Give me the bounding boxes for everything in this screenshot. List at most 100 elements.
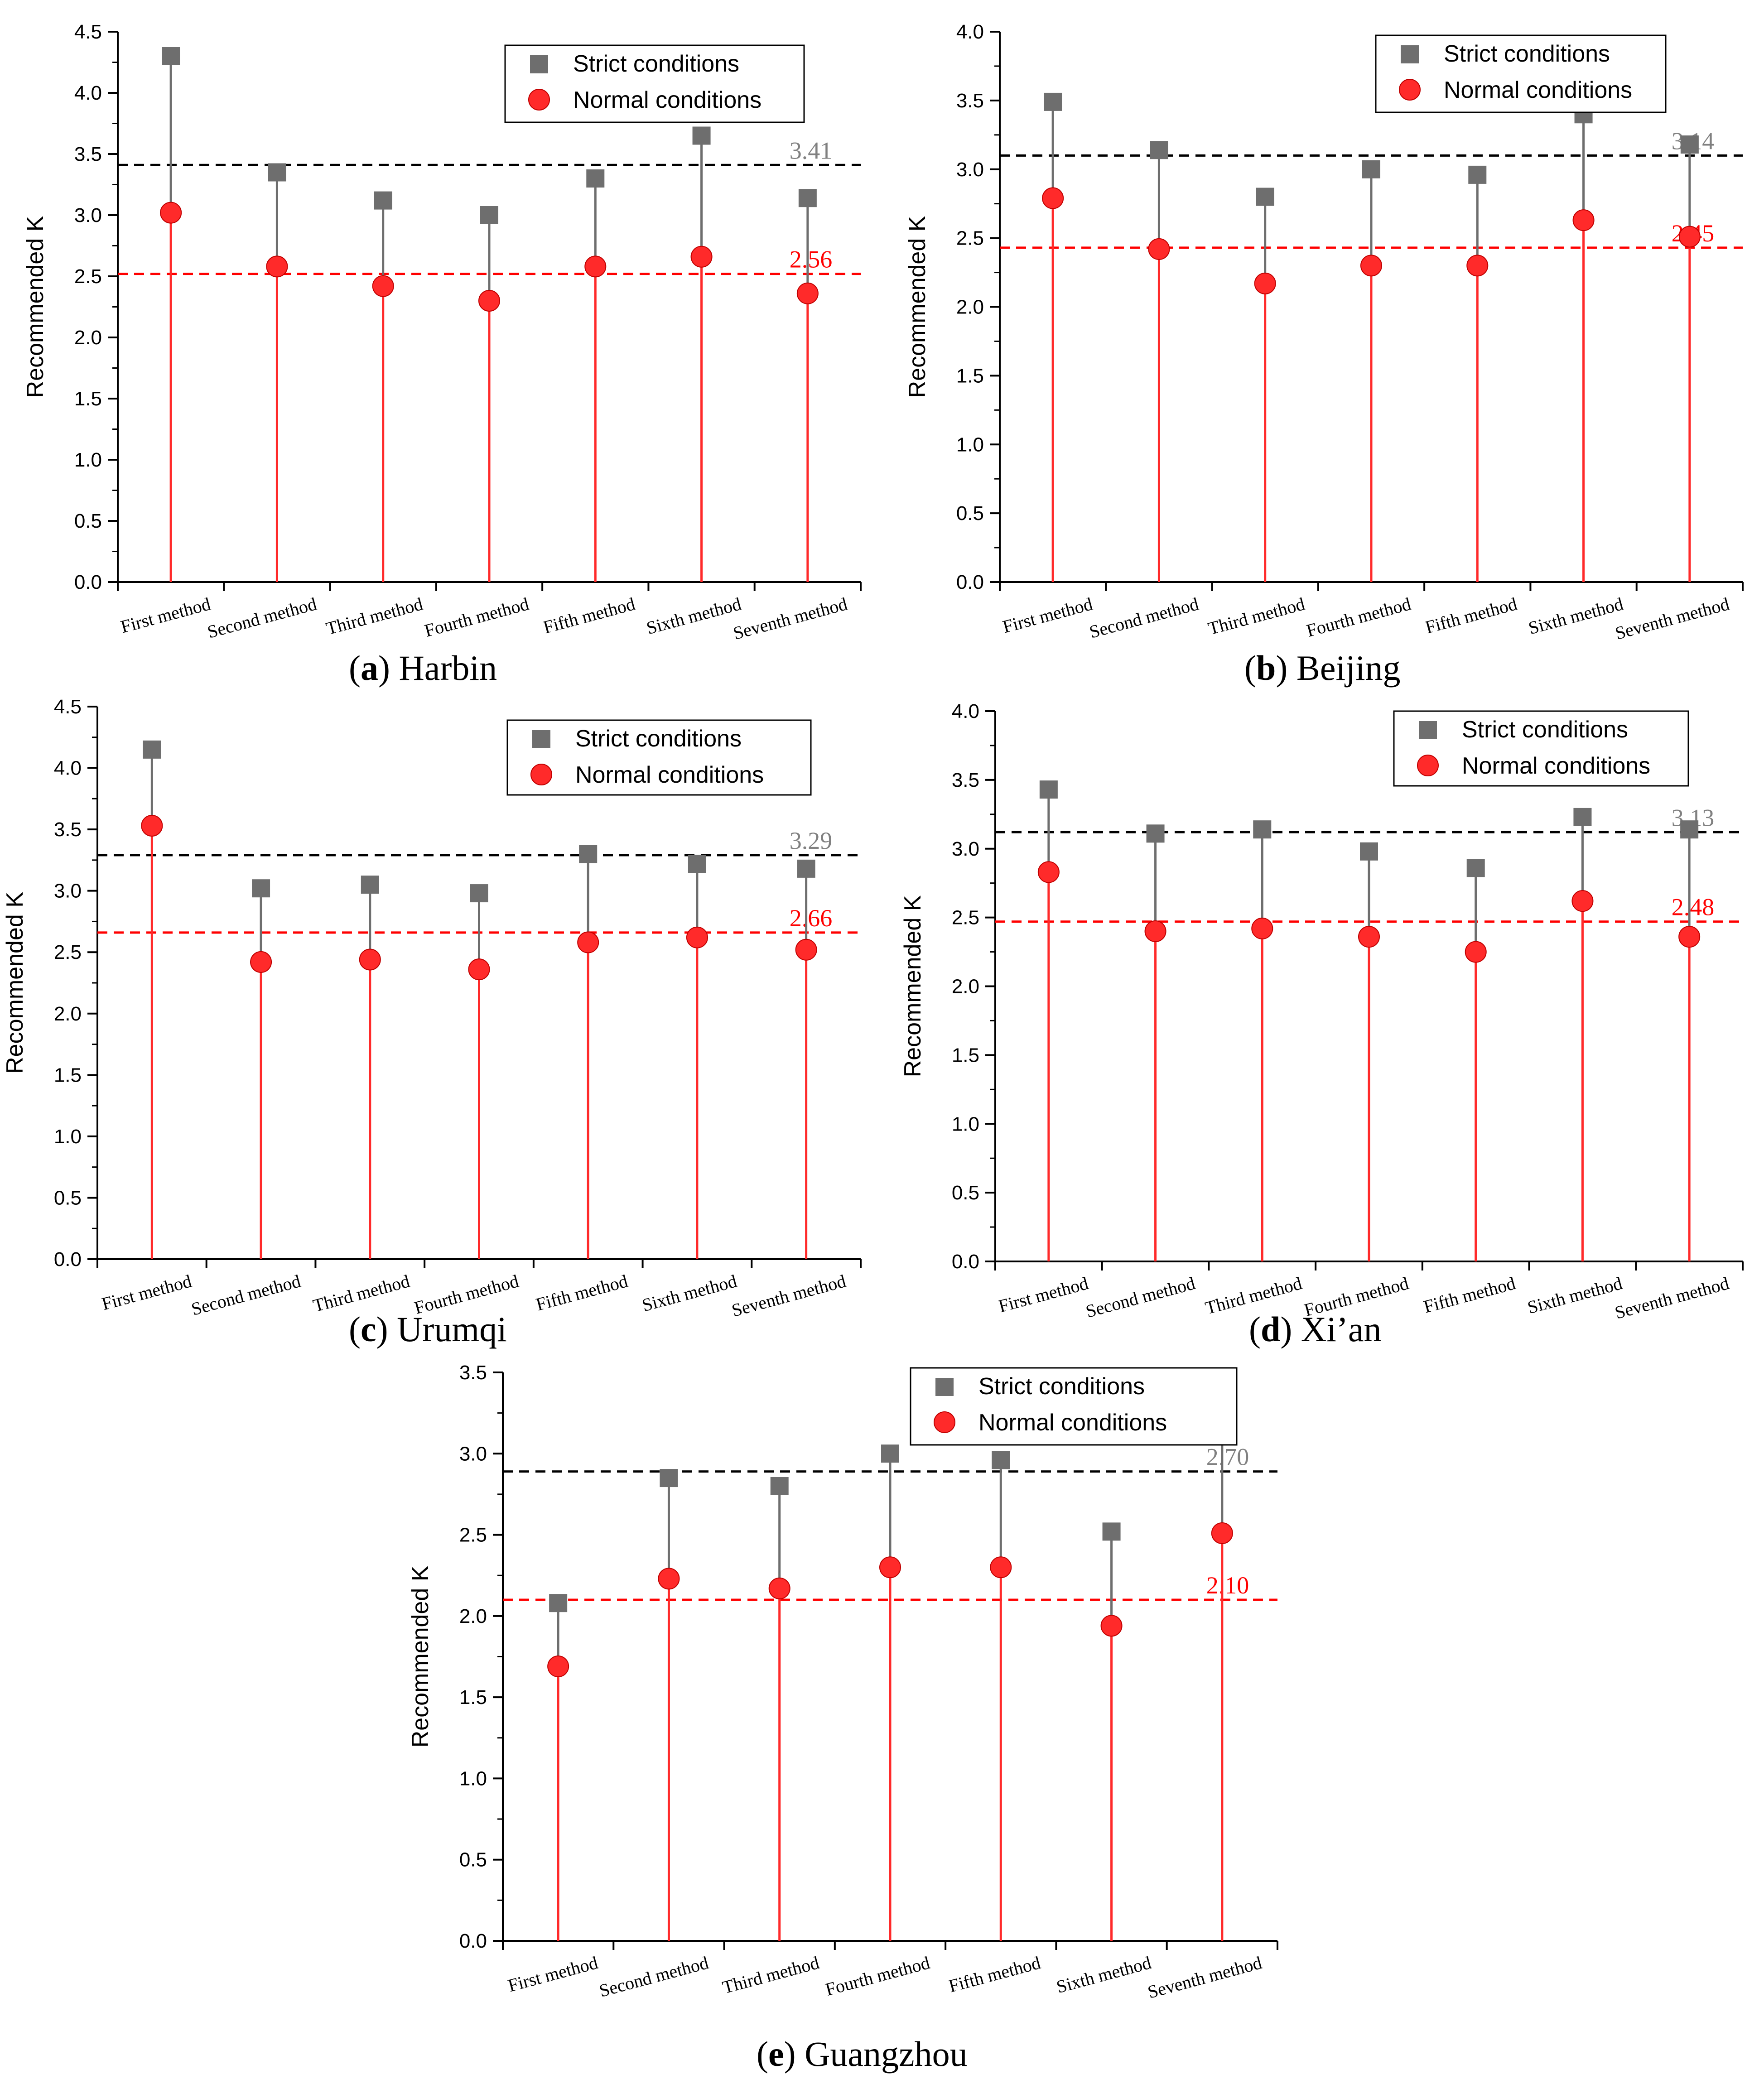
x-tick-label: Fourth method (1304, 593, 1413, 641)
chart-svg-beijing: 0.00.51.01.52.02.53.03.54.0Recommended K… (882, 18, 1764, 698)
y-tick-label: 1.5 (74, 388, 102, 410)
y-tick-label: 0.0 (956, 571, 984, 593)
legend-normal-marker (529, 89, 549, 110)
x-tick-label: First method (100, 1270, 194, 1314)
x-tick-label: Fifth method (541, 593, 637, 637)
normal-marker (251, 952, 271, 972)
chart-panel-guangzhou: 0.00.51.01.52.02.53.03.5Recommended KFir… (408, 1359, 1359, 2079)
panel-caption: (a) Harbin (349, 648, 497, 688)
chart-svg-urumqi: 0.00.51.01.52.02.53.03.54.04.5Recommende… (0, 698, 882, 1377)
normal-marker (1148, 239, 1169, 260)
x-tick-label: First method (996, 1273, 1090, 1316)
y-tick-label: 1.0 (956, 433, 984, 456)
normal-marker (1038, 861, 1059, 882)
reference-line-label: 2.66 (790, 905, 833, 932)
normal-marker (990, 1557, 1011, 1578)
normal-marker (880, 1557, 901, 1578)
y-tick-label: 3.0 (956, 159, 984, 181)
legend-strict-label: Strict conditions (575, 726, 742, 752)
y-tick-label: 0.5 (74, 510, 102, 532)
legend: Strict conditionsNormal conditions (911, 1368, 1237, 1445)
y-tick-label: 2.0 (74, 327, 102, 349)
strict-marker (1680, 820, 1698, 838)
legend-strict-marker (935, 1378, 954, 1396)
y-axis-label: Recommended K (2, 892, 28, 1074)
reference-line-label: 2.56 (790, 246, 833, 273)
normal-marker (1572, 890, 1593, 911)
x-tick-label: Fifth method (1422, 1273, 1518, 1317)
legend-normal-label: Normal conditions (573, 87, 762, 113)
y-tick-label: 0.0 (459, 1930, 487, 1952)
y-axis-label: Recommended K (407, 1565, 434, 1747)
normal-marker (1467, 255, 1488, 276)
y-tick-label: 1.5 (952, 1044, 979, 1066)
normal-marker (479, 290, 500, 311)
strict-marker (1256, 188, 1274, 206)
y-tick-label: 0.0 (54, 1248, 82, 1270)
strict-marker (162, 47, 180, 65)
strict-marker (1681, 135, 1699, 154)
x-tick-label: Second method (597, 1952, 711, 2001)
plot-area: 0.00.51.01.52.02.53.03.54.0Recommended K… (900, 700, 1743, 1323)
reference-line-label: 3.29 (790, 827, 833, 854)
normal-marker (769, 1578, 790, 1599)
x-tick-label: Seventh method (731, 593, 850, 643)
x-tick-label: Seventh method (1613, 1273, 1731, 1323)
x-tick-label: Seventh method (1613, 593, 1732, 643)
legend-strict-label: Strict conditions (573, 51, 739, 77)
y-tick-label: 2.0 (956, 296, 984, 318)
y-tick-label: 2.5 (74, 265, 102, 288)
panel-caption: (b) Beijing (1244, 648, 1401, 688)
legend: Strict conditionsNormal conditions (1394, 711, 1688, 786)
legend: Strict conditionsNormal conditions (1376, 35, 1666, 112)
legend-normal-label: Normal conditions (575, 762, 764, 788)
normal-marker (1255, 273, 1276, 294)
y-tick-label: 4.0 (74, 82, 102, 104)
legend-normal-label: Normal conditions (1462, 753, 1650, 779)
normal-marker (469, 959, 490, 980)
legend-strict-marker (532, 730, 550, 748)
strict-marker (797, 860, 815, 878)
y-tick-label: 4.5 (54, 696, 82, 718)
x-tick-label: Third method (324, 593, 425, 639)
y-tick-label: 2.5 (956, 227, 984, 250)
y-tick-label: 1.0 (54, 1126, 82, 1148)
normal-marker (1145, 921, 1166, 942)
y-tick-label: 2.5 (952, 907, 979, 929)
normal-marker (141, 815, 162, 836)
plot-area: 0.00.51.01.52.02.53.03.5Recommended KFir… (407, 1362, 1277, 2002)
normal-marker (585, 256, 606, 277)
strict-marker (1150, 141, 1168, 159)
legend-normal-label: Normal conditions (978, 1410, 1167, 1436)
y-tick-label: 0.5 (54, 1187, 82, 1209)
reference-line-label: 2.10 (1206, 1572, 1249, 1599)
normal-marker (373, 276, 394, 297)
chart-svg-xian: 0.00.51.01.52.02.53.03.54.0Recommended K… (882, 698, 1764, 1377)
chart-panel-xian: 0.00.51.01.52.02.53.03.54.0Recommended K… (882, 698, 1764, 1377)
chart-panel-beijing: 0.00.51.01.52.02.53.03.54.0Recommended K… (882, 18, 1764, 698)
normal-marker (1212, 1523, 1233, 1544)
strict-marker (799, 189, 817, 207)
strict-marker (660, 1469, 678, 1487)
x-tick-label: Second method (189, 1270, 303, 1319)
y-tick-label: 2.5 (54, 941, 82, 963)
legend-normal-marker (1417, 755, 1438, 776)
strict-marker (1362, 160, 1380, 178)
x-tick-label: First method (118, 593, 212, 637)
normal-marker (1573, 210, 1594, 231)
strict-marker (361, 876, 379, 894)
panel-caption: (c) Urumqi (349, 1309, 507, 1350)
strict-marker (268, 164, 286, 182)
x-tick-label: First method (1000, 593, 1094, 637)
reference-line-label: 3.41 (790, 137, 833, 164)
normal-marker (658, 1568, 679, 1589)
x-tick-label: Seventh method (729, 1270, 848, 1320)
y-axis-label: Recommended K (900, 895, 926, 1077)
strict-marker (579, 845, 597, 863)
y-axis-label: Recommended K (22, 216, 48, 398)
y-tick-label: 4.0 (54, 757, 82, 780)
legend-normal-marker (934, 1412, 955, 1433)
legend-normal-marker (1399, 79, 1420, 100)
y-tick-label: 1.0 (952, 1113, 979, 1135)
plot-area: 0.00.51.01.52.02.53.03.54.0Recommended K… (904, 21, 1743, 644)
